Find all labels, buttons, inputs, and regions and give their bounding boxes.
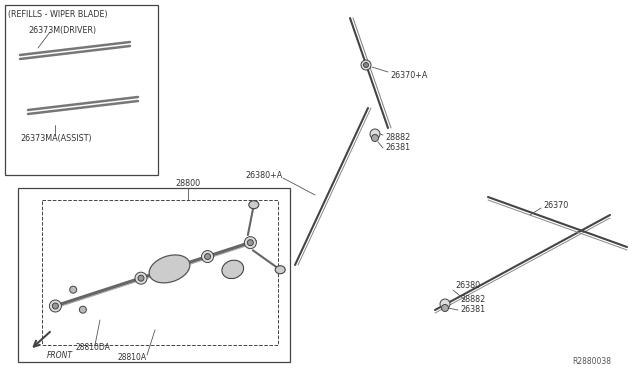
- Circle shape: [135, 272, 147, 284]
- Text: FRONT: FRONT: [47, 350, 73, 359]
- Text: 26380: 26380: [455, 280, 480, 289]
- Circle shape: [244, 237, 257, 248]
- Text: 26370: 26370: [543, 201, 568, 209]
- Circle shape: [247, 240, 253, 246]
- Text: 26381: 26381: [460, 305, 485, 314]
- Circle shape: [79, 306, 86, 313]
- Text: 26370+A: 26370+A: [390, 71, 428, 80]
- Circle shape: [440, 299, 450, 309]
- Text: 28810A: 28810A: [118, 353, 147, 362]
- Circle shape: [70, 286, 77, 293]
- Ellipse shape: [222, 260, 244, 279]
- Bar: [18, 188, 290, 362]
- Circle shape: [202, 251, 214, 263]
- Circle shape: [205, 254, 211, 260]
- Ellipse shape: [275, 266, 285, 274]
- Circle shape: [442, 305, 449, 311]
- Text: 26380+A: 26380+A: [245, 170, 282, 180]
- Bar: [5, 5, 158, 175]
- Text: 28800: 28800: [175, 179, 200, 187]
- Text: R2880038: R2880038: [572, 357, 611, 366]
- Text: 28882: 28882: [385, 134, 410, 142]
- Text: 26373MA(ASSIST): 26373MA(ASSIST): [20, 134, 92, 142]
- Text: 26373M(DRIVER): 26373M(DRIVER): [28, 26, 96, 35]
- Bar: [42, 200, 278, 345]
- Circle shape: [371, 135, 378, 141]
- Circle shape: [52, 303, 58, 309]
- Circle shape: [364, 62, 369, 67]
- Circle shape: [370, 129, 380, 139]
- Text: 28882: 28882: [460, 295, 485, 305]
- Circle shape: [49, 300, 61, 312]
- Text: 28810DA: 28810DA: [75, 343, 110, 353]
- Ellipse shape: [249, 201, 259, 209]
- Circle shape: [138, 275, 144, 281]
- Circle shape: [361, 60, 371, 70]
- Text: 26381: 26381: [385, 142, 410, 151]
- Ellipse shape: [149, 255, 190, 283]
- Text: (REFILLS - WIPER BLADE): (REFILLS - WIPER BLADE): [8, 10, 108, 19]
